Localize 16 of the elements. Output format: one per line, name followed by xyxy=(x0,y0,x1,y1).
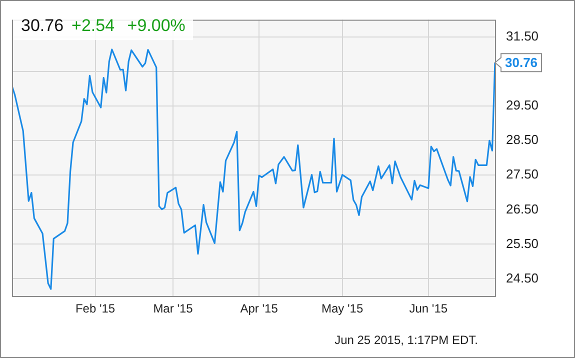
chart-subtitle: +2.54 +9.00% xyxy=(72,16,186,35)
y-tick-label: 28.50 xyxy=(506,132,539,148)
y-tick-label: 31.50 xyxy=(506,28,539,44)
x-tick-label: Jun '15 xyxy=(409,302,448,316)
x-tick-label: Mar '15 xyxy=(153,302,194,316)
chart-title: 30.76 xyxy=(21,16,64,35)
y-tick-label: 24.50 xyxy=(506,270,539,286)
y-tick-label: 25.50 xyxy=(506,236,539,251)
annotation: 30.76 xyxy=(505,55,538,70)
x-tick-label: May '15 xyxy=(322,302,364,316)
y-tick-label: 29.50 xyxy=(506,98,539,113)
x-tick-label: Apr '15 xyxy=(240,302,278,316)
y-tick-label: 27.50 xyxy=(506,166,539,182)
text: Jun 25 2015, 1:17PM EDT. xyxy=(334,333,478,347)
y-tick-label: 26.50 xyxy=(506,201,539,216)
x-tick-label: Feb '15 xyxy=(75,302,116,316)
